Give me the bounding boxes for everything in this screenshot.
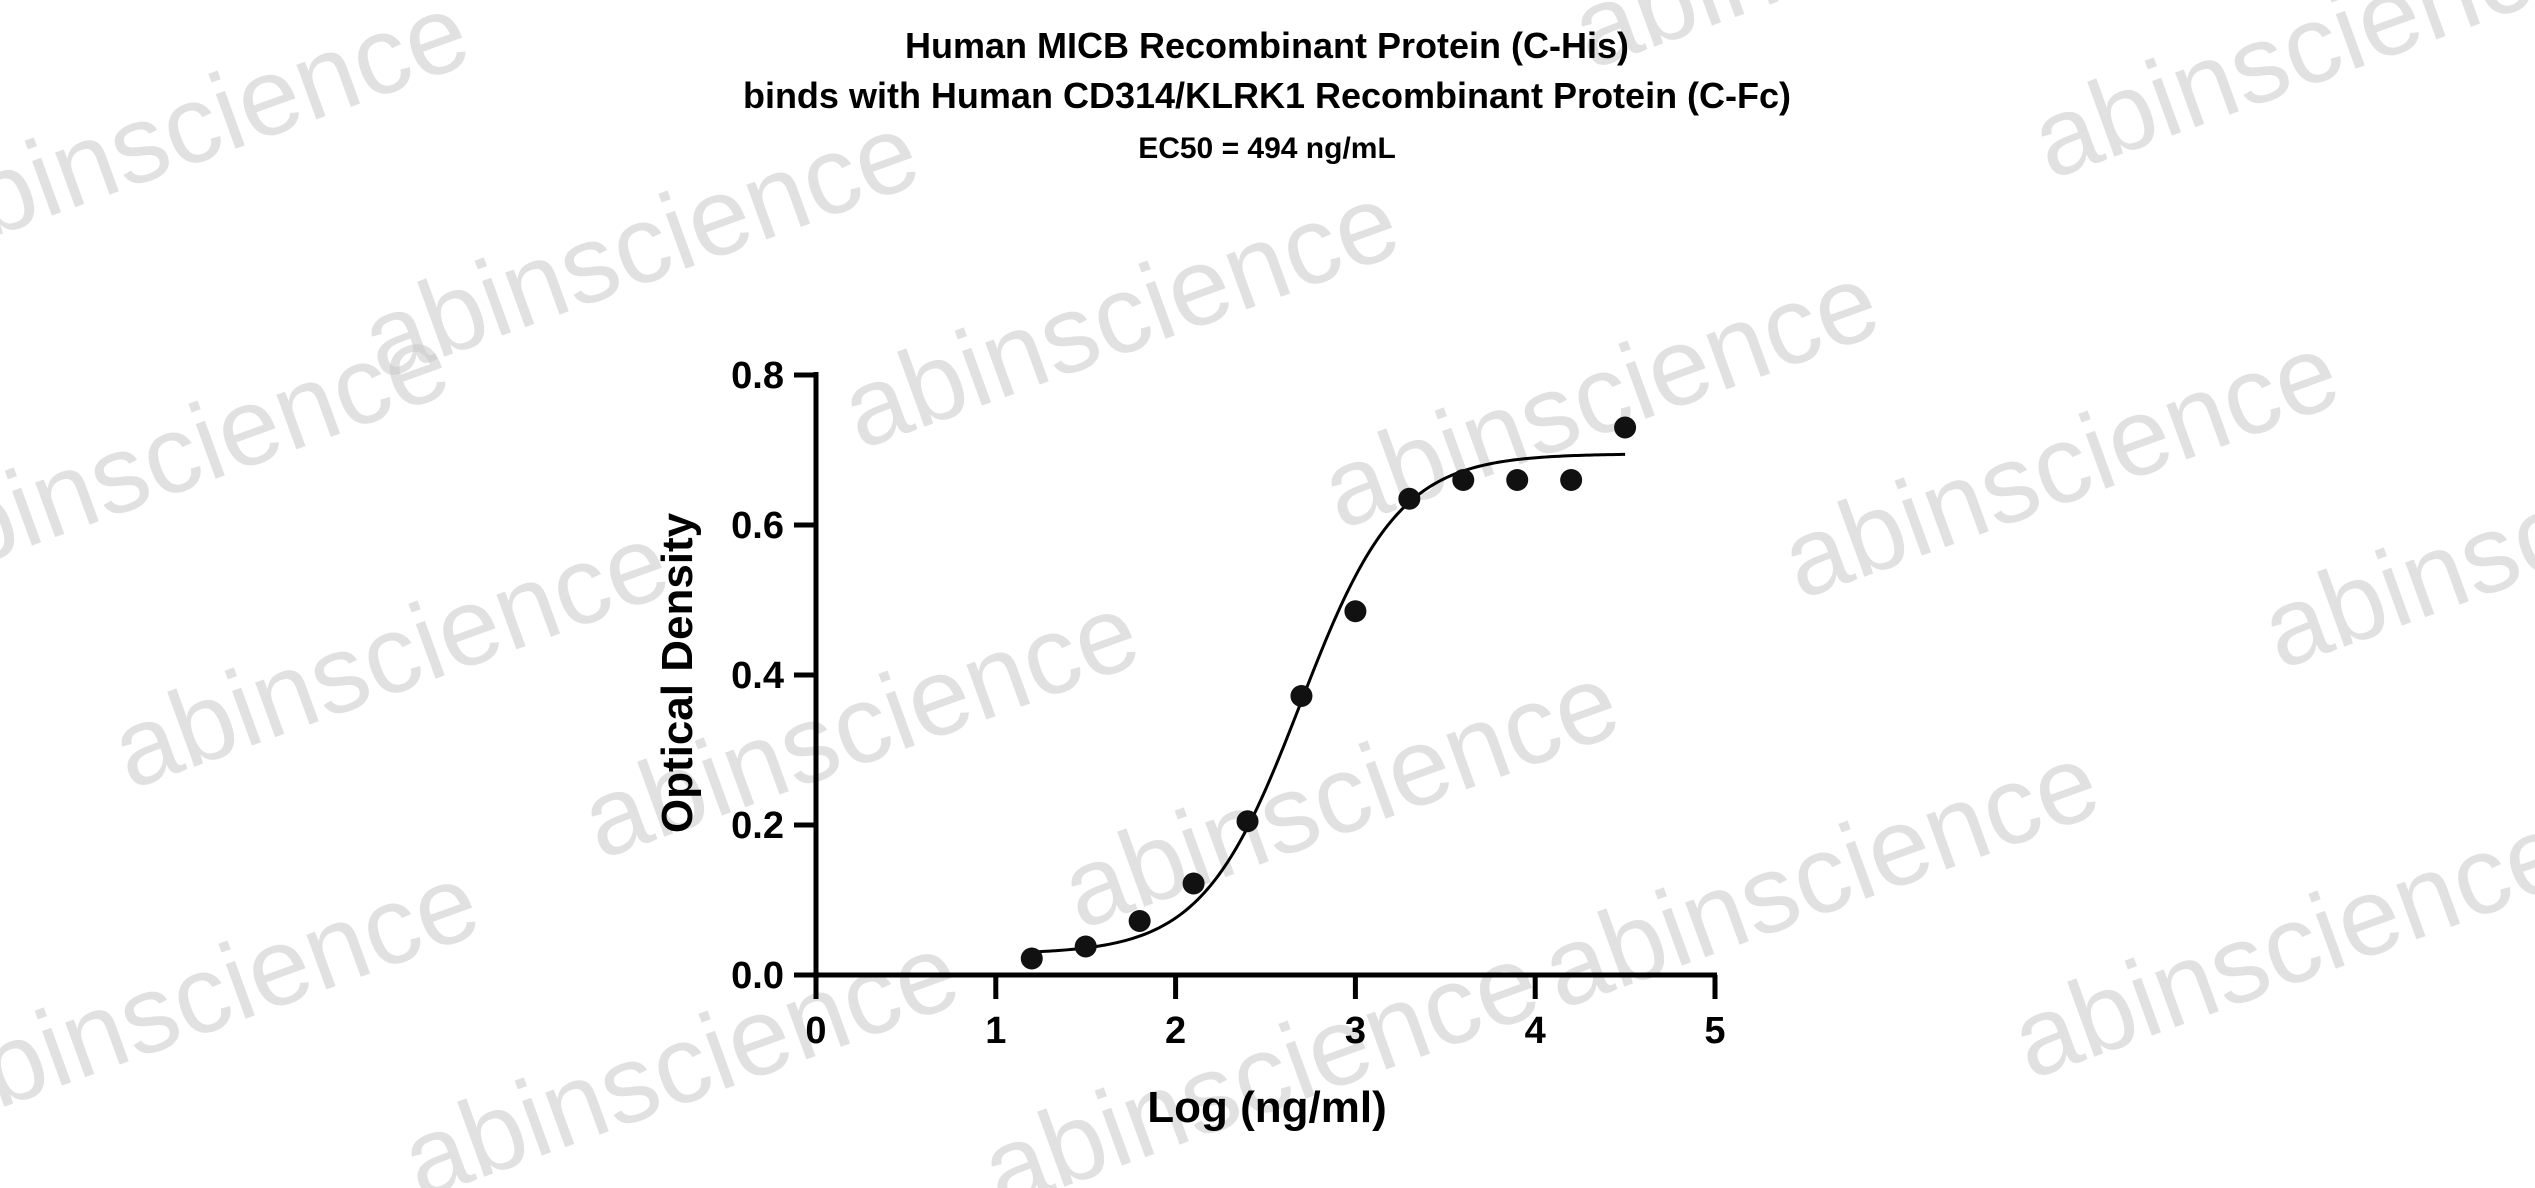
chart-title: Human MICB Recombinant Protein (C-His) bbox=[905, 25, 1629, 66]
data-point bbox=[1614, 416, 1637, 439]
data-point bbox=[1020, 947, 1043, 970]
fit-curve bbox=[1031, 452, 1626, 954]
chart-title-line2: binds with Human CD314/KLRK1 Recombinant… bbox=[743, 75, 1791, 116]
x-tick-label: 5 bbox=[1704, 1010, 1725, 1052]
data-point bbox=[1182, 872, 1205, 895]
data-point bbox=[1290, 685, 1313, 707]
watermark-text: abinscience bbox=[0, 0, 484, 283]
data-point bbox=[1506, 469, 1529, 491]
data-point bbox=[1398, 487, 1421, 510]
y-tick-label: 0.6 bbox=[731, 505, 784, 547]
watermark-text: abinscience bbox=[966, 918, 1554, 1188]
y-ticks: 0.0 0.2 0.4 0.6 0.8 bbox=[731, 355, 816, 997]
watermark-text: abinscience bbox=[2016, 0, 2535, 203]
data-point bbox=[1074, 935, 1097, 958]
data-points bbox=[1020, 416, 1637, 970]
y-tick-label: 0.4 bbox=[731, 655, 784, 697]
watermark-text: abinscience bbox=[0, 298, 464, 612]
x-tick-label: 1 bbox=[985, 1010, 1006, 1052]
x-ticks: 0 1 2 3 4 5 bbox=[805, 975, 1726, 1052]
y-axis-label: Optical Density bbox=[653, 512, 702, 833]
x-tick-label: 0 bbox=[805, 1010, 826, 1052]
data-point bbox=[1236, 810, 1259, 833]
data-point bbox=[1128, 910, 1151, 932]
data-point bbox=[1560, 469, 1583, 491]
x-axis-label: Log (ng/ml) bbox=[1147, 1083, 1387, 1132]
x-tick-label: 4 bbox=[1525, 1010, 1546, 1052]
y-tick-label: 0.2 bbox=[731, 805, 784, 847]
x-tick-label: 2 bbox=[1165, 1010, 1186, 1052]
chart-subtitle: EC50 = 494 ng/mL bbox=[1138, 132, 1396, 165]
data-point bbox=[1452, 469, 1475, 491]
y-tick-label: 0.0 bbox=[731, 955, 784, 997]
x-tick-label: 3 bbox=[1345, 1010, 1366, 1052]
y-tick-label: 0.8 bbox=[731, 355, 784, 397]
data-point bbox=[1344, 600, 1367, 623]
